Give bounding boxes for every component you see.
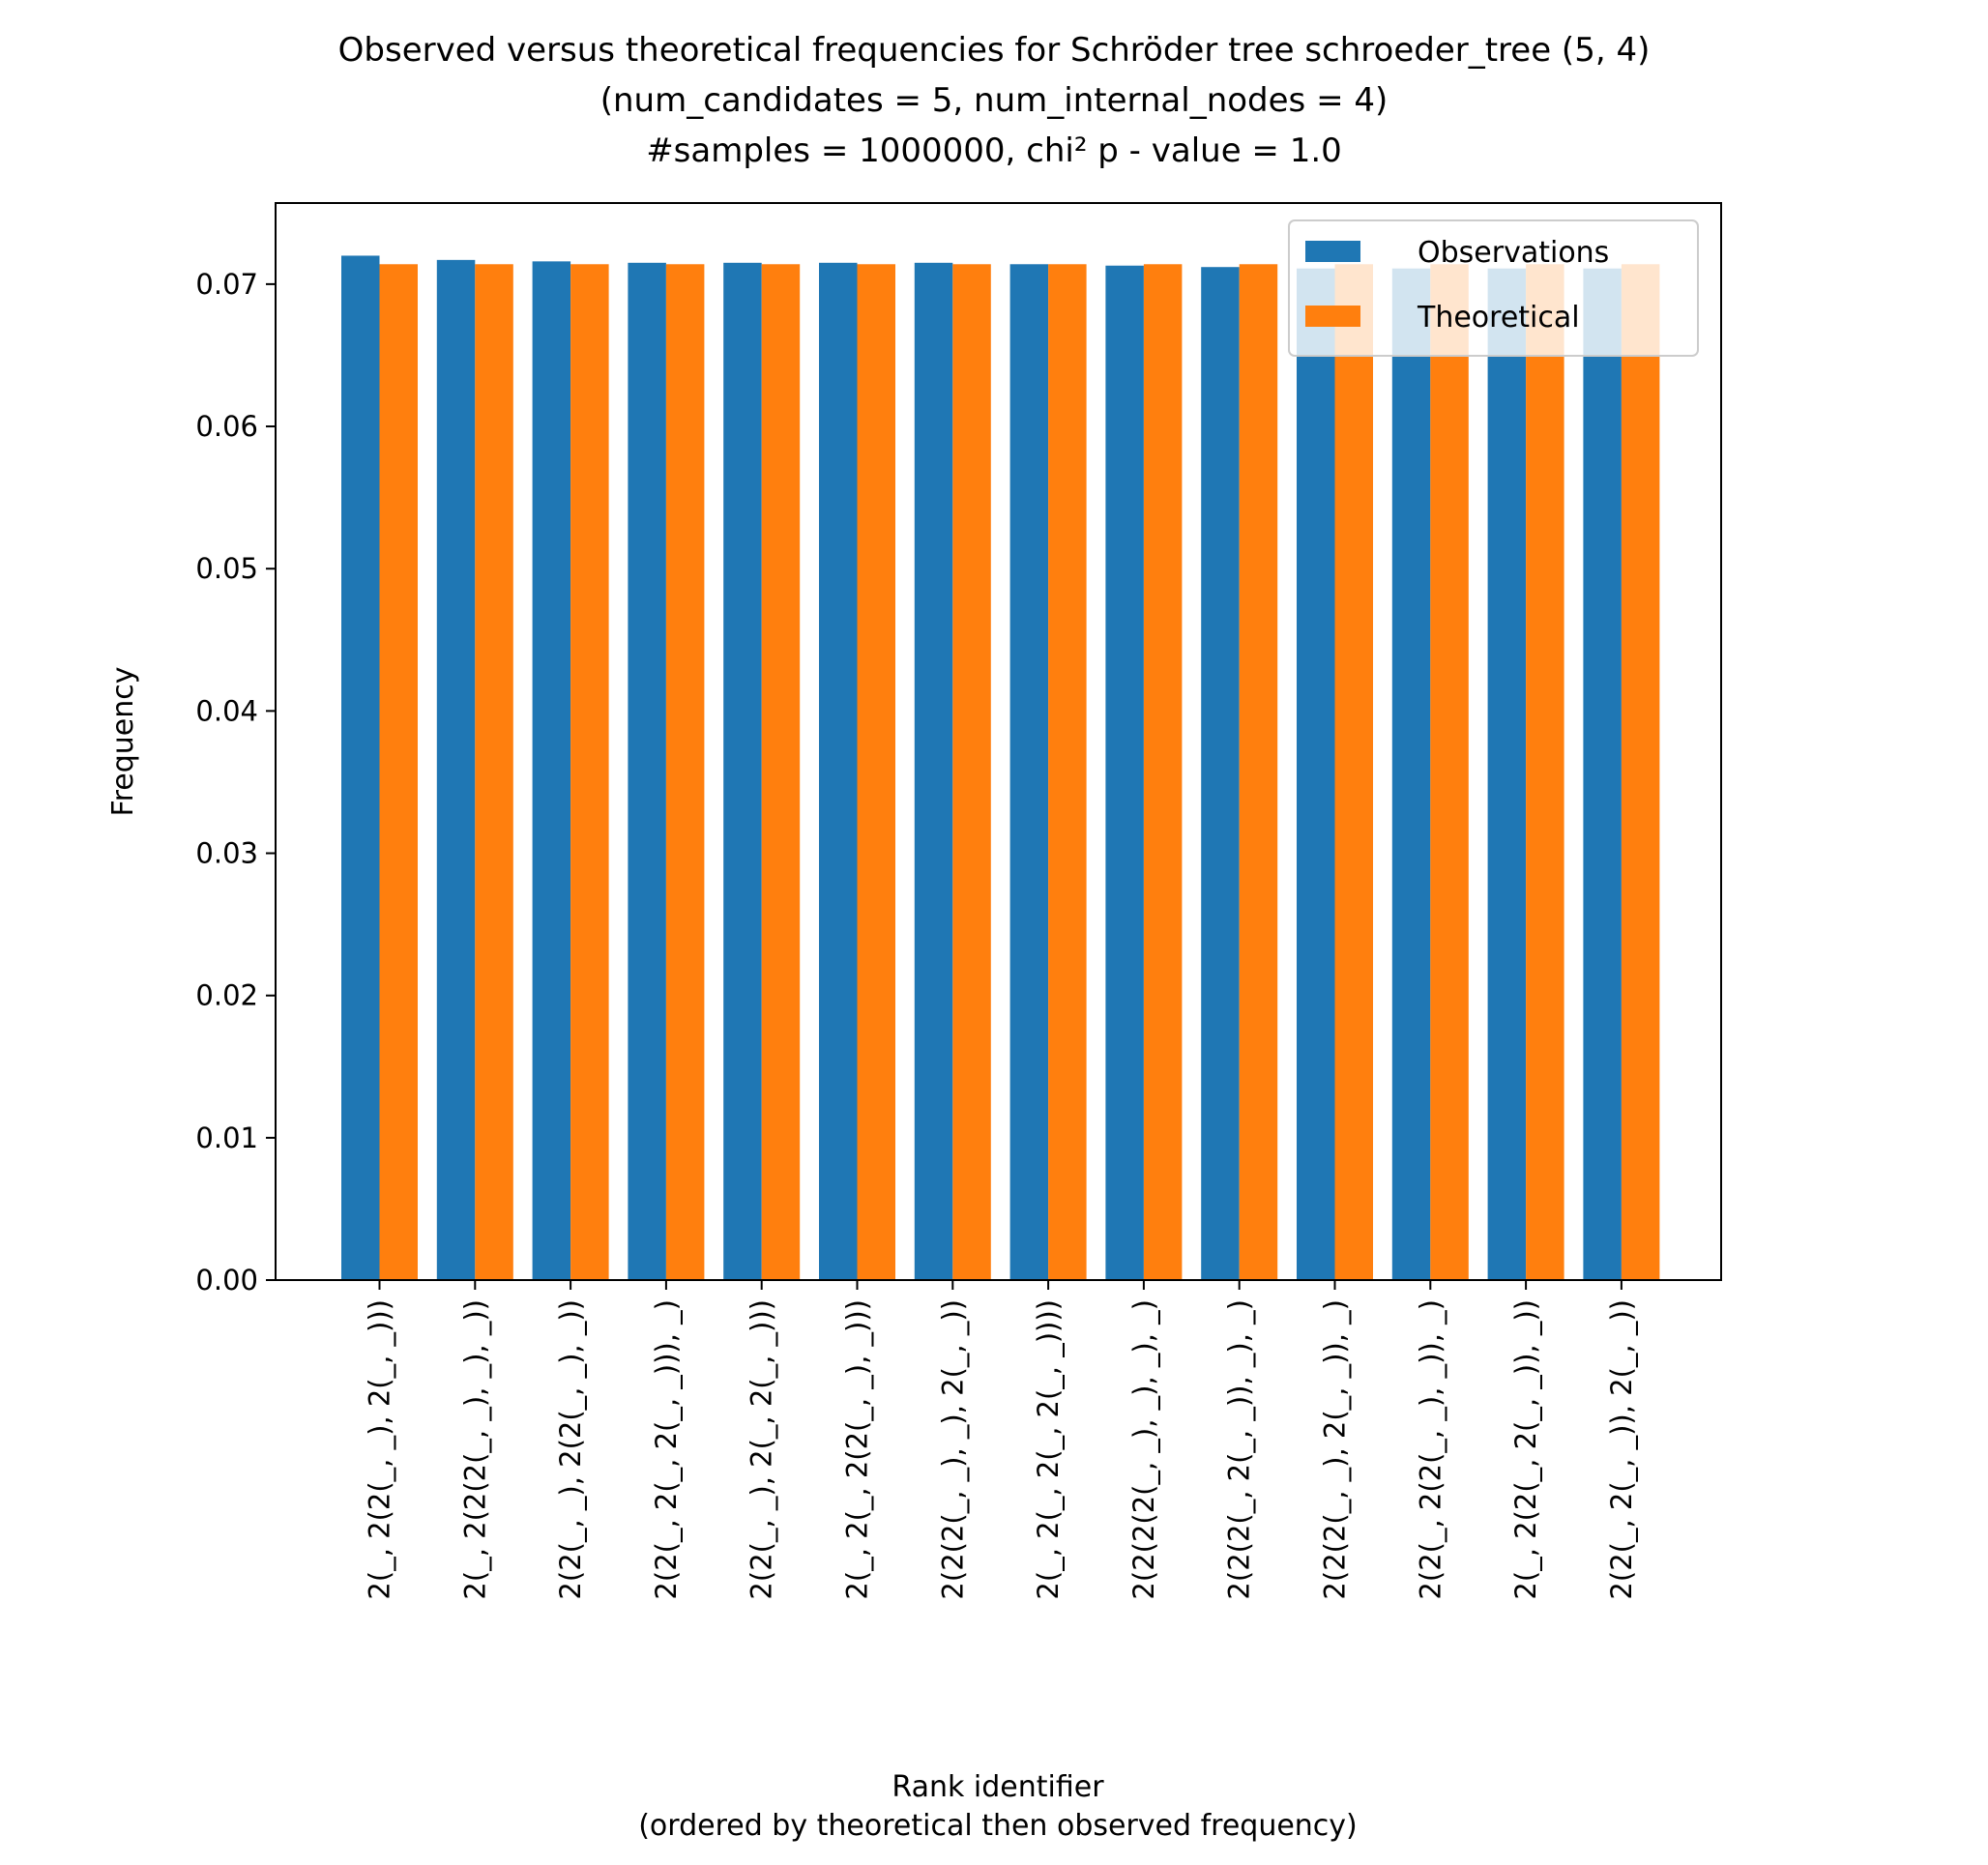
y-tick-label-6: 0.06: [195, 410, 258, 443]
bars-group: [341, 255, 1660, 1281]
x-tick-label-14: 2(2(_, 2(_, _)), 2(_, _)): [1605, 1299, 1638, 1600]
bar-theoretical-2: [475, 264, 513, 1280]
bar-theoretical-11: [1334, 264, 1373, 1280]
y-tick-label-0: 0.00: [195, 1264, 258, 1297]
bar-theoretical-9: [1143, 264, 1183, 1280]
bar-observations-11: [1297, 268, 1335, 1281]
y-axis-label: Frequency: [106, 667, 140, 817]
bar-theoretical-10: [1239, 264, 1278, 1280]
bar-observations-7: [914, 262, 953, 1280]
bar-observations-6: [819, 262, 858, 1280]
chart-title-line-2: (num_candidates = 5, num_internal_nodes …: [600, 81, 1389, 120]
bar-observations-9: [1105, 265, 1144, 1280]
legend-label-theoretical: Theoretical: [1417, 301, 1580, 335]
y-axis: 0.00 0.01 0.02 0.03 0.04 0.05 0.06 0.07: [195, 268, 276, 1297]
y-tick-label-3: 0.03: [195, 837, 258, 870]
bar-observations-1: [341, 255, 380, 1281]
bar-observations-2: [436, 259, 476, 1280]
y-tick-label-7: 0.07: [195, 268, 258, 301]
x-tick-label-13: 2(_, 2(2(_, 2(_, _)), _)): [1509, 1299, 1542, 1600]
legend-label-observations: Observations: [1418, 236, 1609, 270]
bar-theoretical-5: [761, 264, 801, 1280]
legend-swatch-theoretical: [1305, 306, 1360, 327]
bar-theoretical-12: [1430, 264, 1469, 1280]
x-tick-label-5: 2(2(_, _), 2(_, 2(_, _))): [746, 1299, 778, 1600]
plot-frame: [275, 202, 1722, 1281]
x-tick-label-11: 2(2(2(_, _), 2(_, _)), _): [1319, 1299, 1352, 1600]
chart-title: Observed versus theoretical frequencies …: [338, 31, 1651, 170]
x-axis: 2(_, 2(2(_, _), 2(_, _))) 2(_, 2(2(2(_, _…: [364, 1280, 1638, 1600]
x-tick-label-7: 2(2(2(_, _), _), 2(_, _)): [936, 1299, 969, 1600]
x-tick-label-3: 2(2(_, _), 2(2(_, _), _)): [554, 1299, 587, 1600]
bar-theoretical-1: [379, 264, 418, 1280]
x-tick-label-4: 2(2(_, 2(_, 2(_, _))), _): [650, 1299, 683, 1600]
bar-theoretical-6: [857, 264, 895, 1280]
x-tick-label-1: 2(_, 2(2(_, _), 2(_, _))): [364, 1299, 396, 1600]
bar-observations-5: [723, 262, 762, 1280]
x-tick-label-9: 2(2(2(2(_, _), _), _), _): [1127, 1299, 1160, 1600]
x-axis-label-line-2: (ordered by theoretical then observed fr…: [638, 1809, 1358, 1843]
x-tick-label-6: 2(_, 2(_, 2(2(_, _), _))): [841, 1299, 874, 1600]
bar-theoretical-8: [1048, 264, 1087, 1280]
x-axis-label-line-1: Rank identifier: [892, 1770, 1104, 1804]
y-tick-label-2: 0.02: [195, 979, 258, 1012]
legend-swatch-observations: [1305, 241, 1360, 262]
legend: Observations Theoretical: [1288, 219, 1699, 357]
bar-observations-12: [1391, 268, 1431, 1281]
bar-theoretical-3: [570, 264, 609, 1280]
y-tick-label-1: 0.01: [195, 1122, 258, 1154]
x-tick-label-12: 2(2(_, 2(2(_, _), _)), _): [1414, 1299, 1447, 1600]
bar-observations-13: [1487, 268, 1527, 1281]
x-tick-label-8: 2(_, 2(_, 2(_, 2(_, _)))): [1032, 1299, 1065, 1600]
y-tick-label-4: 0.04: [195, 694, 258, 727]
chart-title-line-3: #samples = 1000000, chi² p - value = 1.0: [646, 131, 1342, 170]
bar-observations-10: [1201, 267, 1240, 1281]
x-axis-label: Rank identifier (ordered by theoretical …: [638, 1770, 1358, 1843]
bar-observations-3: [532, 261, 571, 1281]
y-tick-label-5: 0.05: [195, 552, 258, 585]
bar-observations-14: [1583, 268, 1622, 1281]
bar-theoretical-14: [1621, 264, 1660, 1280]
bar-theoretical-7: [952, 264, 991, 1280]
bar-observations-4: [628, 262, 666, 1280]
x-tick-label-2: 2(_, 2(2(2(_, _), _), _)): [458, 1299, 491, 1600]
bar-theoretical-4: [665, 264, 705, 1280]
x-tick-label-10: 2(2(2(_, 2(_, _)), _), _): [1223, 1299, 1256, 1600]
bar-observations-8: [1009, 264, 1049, 1280]
bar-theoretical-13: [1526, 264, 1564, 1280]
chart-title-line-1: Observed versus theoretical frequencies …: [338, 31, 1651, 70]
legend-box: [1288, 219, 1699, 357]
